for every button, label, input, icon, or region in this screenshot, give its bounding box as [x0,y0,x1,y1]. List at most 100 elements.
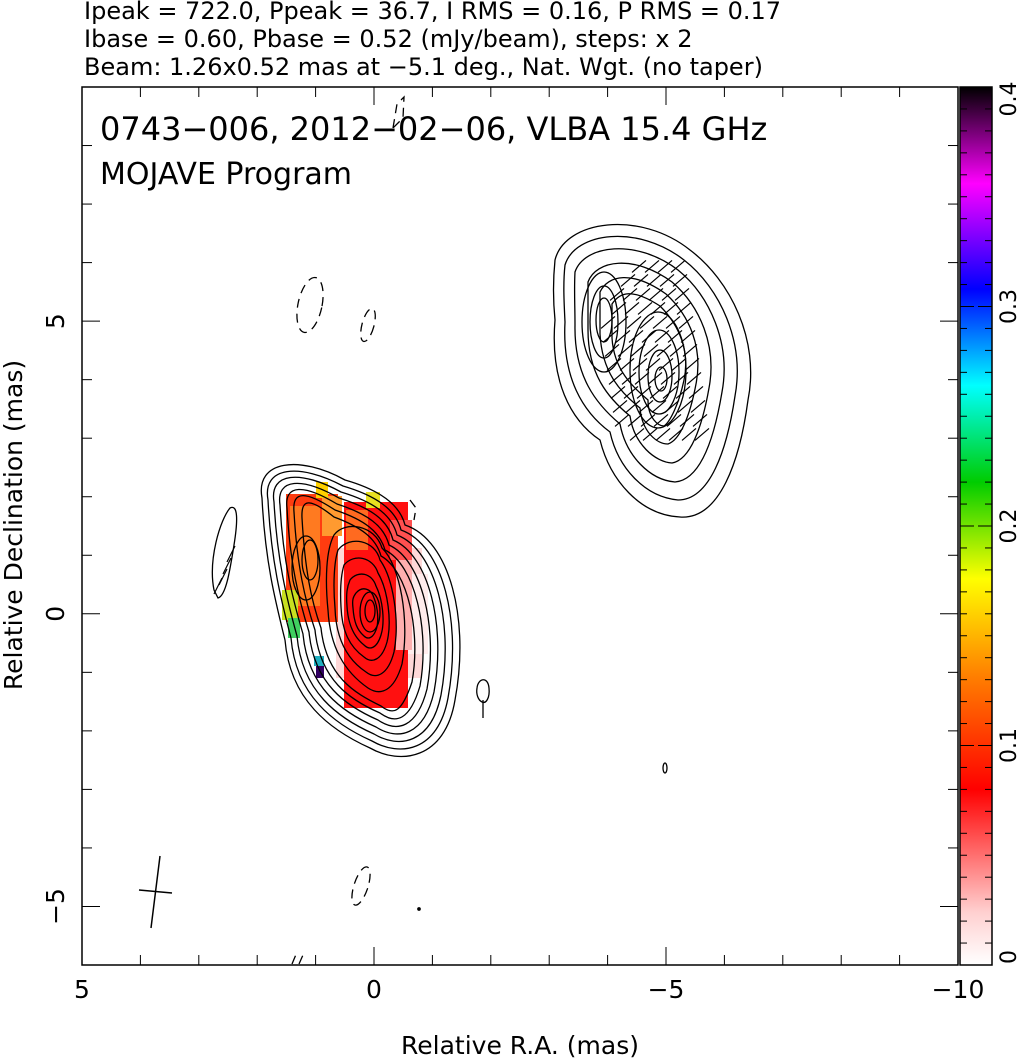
evpa-tick [648,287,664,301]
colorbar-tick-labels: 0 0.1 0.2 0.3 0.4 [997,82,1021,965]
x-tick-labels: 5 0 −5 −10 [74,975,984,1004]
evpa-tick [637,301,653,315]
x-tick-label: 0 [366,975,382,1004]
component-markers [187,350,667,609]
evpa-tick [623,385,639,399]
evpa-tick [625,399,641,413]
y-tick-label: −5 [41,888,70,925]
evpa-tick [662,385,678,399]
evpa-tick [681,427,697,441]
evpa-tick [674,287,690,301]
evpa-tick [641,329,657,343]
evpa-tick [680,329,696,343]
evpa-tick [612,399,628,413]
evpa-tick [667,329,683,343]
evpa-tick [650,301,666,315]
evpa-tick [643,343,659,357]
evpa-tick [668,427,684,441]
evpa-tick [670,259,686,273]
negative-contours [291,95,417,965]
evpa-tick [669,343,685,357]
plot-frame [81,86,959,966]
map-layer [138,95,752,965]
evpa-tick [632,357,648,371]
header-line-2: Ibase = 0.60, Pbase = 0.52 (mJy/beam), s… [84,25,693,53]
colorbar-tick-label: 0.4 [997,82,1021,117]
evpa-tick [626,315,642,329]
evpa-tick [686,371,702,385]
colorbar-tick-label: 0.2 [997,509,1021,544]
evpa-tick [663,301,679,315]
evpa-tick [634,371,650,385]
evpa-tick [619,357,635,371]
component-marker [187,543,188,544]
evpa-tick [655,427,671,441]
evpa-tick [672,273,688,287]
y-tick-label: 5 [41,313,70,329]
evpa-tick [679,413,695,427]
evpa-tick [610,385,626,399]
evpa-tick [682,343,698,357]
x-tick-label: −10 [932,975,985,1004]
evpa-tick [633,273,649,287]
y-axis-title: Relative Declination (mas) [0,360,28,690]
x-tick-label: −5 [648,975,685,1004]
evpa-tick [624,301,640,315]
evpa-tick [635,287,651,301]
evpa-tick [688,385,704,399]
evpa-tick [615,329,631,343]
map-title-line-1: 0743−006, 2012−02−06, VLBA 15.4 GHz [100,110,767,148]
evpa-tick [653,413,669,427]
nw-polarization-ticks [600,259,710,441]
evpa-tick [639,315,655,329]
evpa-tick [638,399,654,413]
evpa-tick [642,427,658,441]
evpa-tick [651,399,667,413]
y-tick-label: 0 [41,606,70,622]
evpa-tick [628,329,644,343]
evpa-tick [660,371,676,385]
evpa-tick [600,315,616,329]
evpa-tick [692,413,708,427]
colorbar-ticks [960,86,992,966]
y-tick-labels: 5 0 −5 [41,313,70,925]
colorbar-tick-label: 0 [997,950,1021,964]
evpa-tick [609,287,625,301]
nw-feature-contours [552,223,752,518]
evpa-tick [690,399,706,413]
header-line-1: Ipeak = 722.0, Ppeak = 36.7, I RMS = 0.1… [84,0,781,25]
core-contours [260,463,461,758]
evpa-tick [646,273,662,287]
x-axis-title: Relative R.A. (mas) [401,1031,639,1060]
evpa-tick [604,343,620,357]
evpa-tick [636,385,652,399]
evpa-tick [620,273,636,287]
evpa-tick [602,329,618,343]
evpa-tick [614,413,630,427]
evpa-tick [629,427,645,441]
evpa-tick [657,259,673,273]
evpa-tick [654,329,670,343]
evpa-tick [617,343,633,357]
evpa-tick [659,273,675,287]
isolated-contours [211,506,668,911]
evpa-tick [627,413,643,427]
evpa-tick [649,385,665,399]
evpa-tick [678,315,694,329]
evpa-tick [630,343,646,357]
evpa-tick [647,371,663,385]
evpa-tick [631,259,647,273]
evpa-tick [671,357,687,371]
evpa-tick [656,343,672,357]
colorbar-tick-label: 0.3 [997,289,1021,324]
beam-marker [138,855,173,929]
evpa-tick [661,287,677,301]
evpa-tick [613,315,629,329]
evpa-tick [611,301,627,315]
axis-ticks [81,86,959,966]
evpa-tick [664,399,680,413]
x-tick-label: 5 [74,975,90,1004]
evpa-tick [652,315,668,329]
evpa-tick [621,371,637,385]
